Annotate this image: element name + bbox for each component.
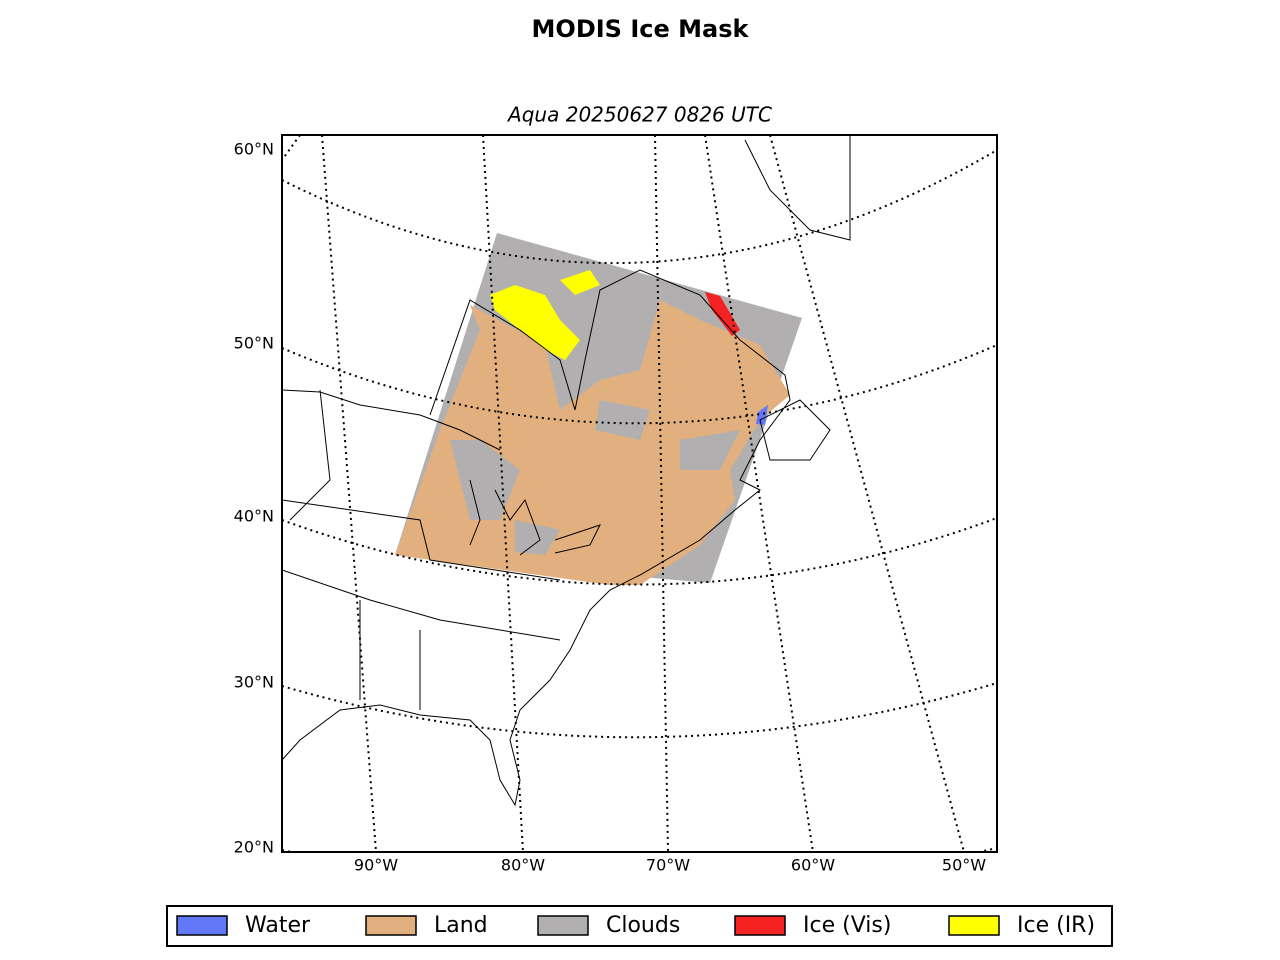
lat-label: 20°N: [234, 838, 274, 857]
lat-label: 50°N: [234, 334, 274, 353]
water: [756, 405, 768, 425]
legend-label: Ice (IR): [1017, 913, 1095, 938]
legend-swatch: [537, 915, 589, 936]
legend-label: Clouds: [606, 913, 680, 938]
legend-swatch: [365, 915, 417, 936]
lon-label: 60°W: [791, 856, 835, 875]
legend-label: Water: [245, 913, 311, 938]
lon-label: 50°W: [942, 856, 986, 875]
subtitle: Aqua 20250627 0826 UTC: [506, 103, 772, 127]
coastline: [282, 135, 851, 807]
map: [282, 135, 997, 852]
legend-swatch: [176, 915, 228, 936]
lon-label: 80°W: [501, 856, 545, 875]
lon-label: 90°W: [354, 856, 398, 875]
lat-label: 30°N: [234, 673, 274, 692]
legend-label: Land: [434, 913, 488, 938]
legend-swatch: [734, 915, 786, 936]
title: MODIS Ice Mask: [532, 15, 750, 43]
lon-label: 70°W: [646, 856, 690, 875]
legend-swatch: [948, 915, 1000, 936]
legend-box: [166, 905, 1113, 947]
legend-label: Ice (Vis): [803, 913, 891, 938]
clouds-patch: [450, 400, 740, 555]
ice-vis: [705, 292, 740, 336]
lat-label: 60°N: [234, 140, 274, 159]
lat-label: 40°N: [234, 507, 274, 526]
ice-ir: [490, 270, 600, 360]
map-frame: [281, 134, 998, 853]
